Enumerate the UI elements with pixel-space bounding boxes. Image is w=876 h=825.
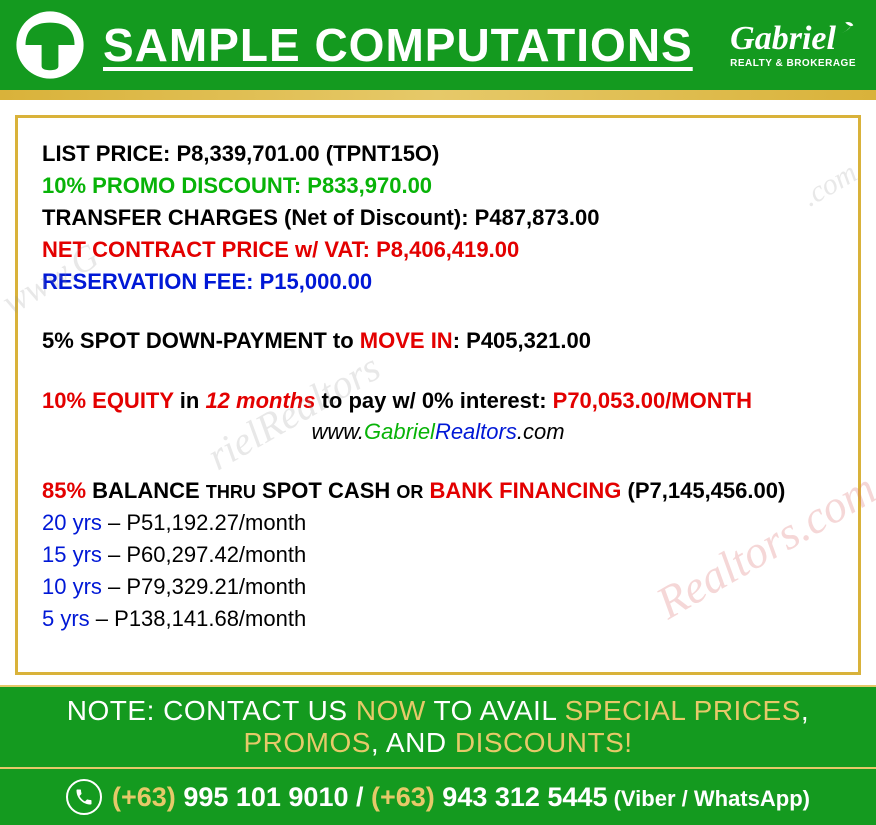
mushroom-icon [15,10,85,80]
reservation-value: P15,000.00 [260,269,373,294]
net-value: P8,406,419.00 [376,237,519,262]
note-promos: PROMOS [243,727,370,758]
balance-spot: SPOT CASH [256,478,397,503]
promo-value: P833,970.00 [307,173,432,198]
phone-num2: 943 312 5445 [442,782,607,812]
phone-num1: 995 101 9010 [183,782,348,812]
web-pre: www. [311,419,364,444]
net-price-line: NET CONTRACT PRICE w/ VAT: P8,406,419.00 [42,234,834,266]
balance-word: BALANCE [86,478,206,503]
brand-tagline: REALTY & BROKERAGE [730,58,856,69]
phone-apps: (Viber / WhatsApp) [607,786,810,811]
transfer-label: TRANSFER CHARGES (Net of Discount): [42,205,475,230]
equity-months: 12 months [205,388,315,413]
balance-or: OR [396,482,423,502]
phone-sep: / [348,782,371,812]
term-amount: – P51,192.27/month [102,510,306,535]
balance-thru: THRU [206,482,256,502]
term-amount: – P138,141.68/month [90,606,307,631]
term-row: 20 yrs – P51,192.27/month [42,507,834,539]
spot-post: : P405,321.00 [453,328,591,353]
reservation-label: RESERVATION FEE: [42,269,260,294]
equity-in: in [174,388,206,413]
equity-line: 10% EQUITY in 12 months to pay w/ 0% int… [42,385,834,417]
phone-cc1: (+63) [112,782,183,812]
equity-pre: 10% EQUITY [42,388,174,413]
spot-dp-line: 5% SPOT DOWN-PAYMENT to MOVE IN: P405,32… [42,325,834,357]
note-mid: TO AVAIL [426,695,565,726]
leaf-icon [838,18,856,41]
term-years: 10 yrs [42,574,102,599]
term-row: 5 yrs – P138,141.68/month [42,603,834,635]
spot-move-in: MOVE IN [360,328,453,353]
term-years: 5 yrs [42,606,90,631]
phone-text: (+63) 995 101 9010 / (+63) 943 312 5445 … [112,782,810,813]
promo-label: 10% PROMO DISCOUNT: [42,173,307,198]
header-bar: SAMPLE COMPUTATIONS Gabriel REALTY & BRO… [0,0,876,90]
term-amount: – P60,297.42/month [102,542,306,567]
term-years: 20 yrs [42,510,102,535]
website-line: www.GabrielRealtors.com [42,419,834,445]
footer-phone-bar: (+63) 995 101 9010 / (+63) 943 312 5445 … [0,769,876,825]
computation-box: Realtors.com www.G .com rielRealtors LIS… [15,115,861,675]
term-years: 15 yrs [42,542,102,567]
term-amount: – P79,329.21/month [102,574,306,599]
reservation-line: RESERVATION FEE: P15,000.00 [42,266,834,298]
transfer-line: TRANSFER CHARGES (Net of Discount): P487… [42,202,834,234]
brand-logo: Gabriel REALTY & BROKERAGE [730,22,856,69]
note-now: NOW [356,695,426,726]
note-discounts: DISCOUNTS! [455,727,633,758]
phone-cc2: (+63) [371,782,442,812]
spot-pre: 5% SPOT DOWN-PAYMENT to [42,328,360,353]
brand-name: Gabriel [730,22,836,56]
list-price-label: LIST PRICE: [42,141,176,166]
gold-divider [0,90,876,100]
web-gabriel: Gabriel [364,419,435,444]
equity-value: P70,053.00/MONTH [553,388,752,413]
footer-note: NOTE: CONTACT US NOW TO AVAIL SPECIAL PR… [0,685,876,769]
list-price-line: LIST PRICE: P8,339,701.00 (TPNT15O) [42,138,834,170]
web-post: .com [517,419,565,444]
net-label: NET CONTRACT PRICE w/ VAT: [42,237,376,262]
promo-line: 10% PROMO DISCOUNT: P833,970.00 [42,170,834,202]
transfer-value: P487,873.00 [475,205,600,230]
balance-amount: (P7,145,456.00) [628,478,786,503]
note-pre: NOTE: CONTACT US [67,695,356,726]
note-special: SPECIAL PRICES [565,695,801,726]
balance-bank: BANK FINANCING [423,478,627,503]
balance-pct: 85% [42,478,86,503]
term-row: 15 yrs – P60,297.42/month [42,539,834,571]
note-comma2: , AND [371,727,455,758]
page-title: SAMPLE COMPUTATIONS [103,18,720,72]
terms-list: 20 yrs – P51,192.27/month 15 yrs – P60,2… [42,507,834,635]
term-row: 10 yrs – P79,329.21/month [42,571,834,603]
balance-line: 85% BALANCE THRU SPOT CASH OR BANK FINAN… [42,475,834,507]
equity-mid: to pay w/ 0% interest: [315,388,552,413]
content-wrapper: Realtors.com www.G .com rielRealtors LIS… [0,100,876,685]
web-realtors: Realtors [435,419,517,444]
list-price-value: P8,339,701.00 (TPNT15O) [176,141,439,166]
note-comma1: , [801,695,809,726]
phone-icon [66,779,102,815]
